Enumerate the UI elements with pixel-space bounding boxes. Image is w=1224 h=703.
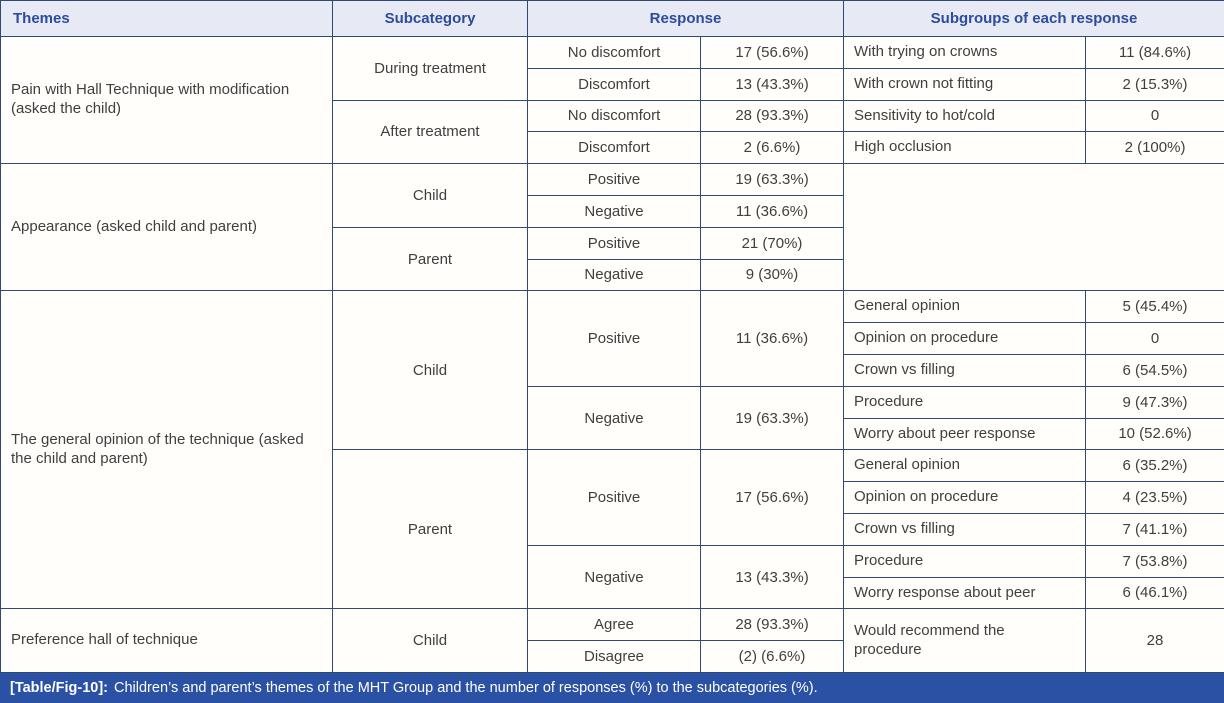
table-row: Pain with Hall Technique with modificati…	[0, 35, 1224, 165]
subgroup-value-cell: 7 (41.1%)	[1085, 512, 1224, 546]
response-label-cell: Negative	[527, 385, 701, 451]
table-row: Opinion on procedure 0	[1, 322, 1224, 355]
response-label-cell: Disagree	[527, 640, 701, 673]
subcategory-cell: Child	[332, 163, 528, 228]
response-label-cell: Positive	[527, 290, 701, 387]
subcategory-cell: After treatment	[332, 99, 528, 165]
response-value-cell: 21 (70%)	[699, 226, 845, 260]
subgroup-label-cell: General opinion	[843, 290, 1087, 324]
subcategory-cell: Parent	[332, 449, 528, 610]
table-row: Disagree (2) (6.6%)	[1, 640, 1224, 673]
response-value-cell: 11 (36.6%)	[699, 194, 845, 228]
caption-text: Children’s and parent’s themes of the MH…	[114, 679, 818, 696]
response-label-cell: Negative	[527, 544, 701, 610]
subgroup-label-cell: Opinion on procedure	[843, 481, 1087, 514]
response-label-cell: No discomfort	[527, 99, 701, 133]
theme-cell: Pain with Hall Technique with modificati…	[0, 35, 333, 165]
response-value-cell: 2 (6.6%)	[699, 131, 845, 165]
table-row: The general opinion of the technique (as…	[0, 290, 1224, 610]
subgroup-value-cell: 6 (35.2%)	[1085, 449, 1224, 483]
subgroup-value-cell: 0	[1085, 322, 1224, 355]
response-value-cell: 17 (56.6%)	[699, 449, 845, 546]
subcategory-cell: Child	[332, 608, 528, 673]
subcategory-cell: Parent	[332, 226, 528, 292]
response-value-cell: 13 (43.3%)	[699, 544, 845, 610]
response-value-cell: 19 (63.3%)	[699, 163, 845, 196]
subgroup-value-cell: 7 (53.8%)	[1085, 544, 1224, 578]
subgroup-value-cell: 6 (46.1%)	[1085, 576, 1224, 610]
response-value-cell: 28 (93.3%)	[699, 99, 845, 133]
subgroup-label-cell: Procedure	[843, 544, 1087, 578]
table-row: Crown vs filling 6 (54.5%)	[1, 353, 1224, 387]
subgroup-label-cell: With trying on crowns	[843, 36, 1087, 69]
column-header-response: Response	[526, 0, 845, 37]
response-label-cell: Positive	[527, 163, 701, 196]
table-row: Preference hall of technique Child Agree…	[0, 608, 1224, 673]
subgroup-value-cell: 5 (45.4%)	[1085, 290, 1224, 324]
subgroup-value-cell: 0	[1085, 99, 1224, 133]
column-header-themes: Themes	[0, 0, 333, 37]
table-header-row: Themes Subcategory Response Subgroups of…	[0, 0, 1224, 37]
table-row: Worry response about peer 6 (46.1%)	[1, 576, 1224, 610]
subgroup-label-cell: Crown vs filling	[843, 512, 1087, 546]
response-value-cell: 17 (56.6%)	[699, 36, 845, 69]
response-label-cell: Positive	[527, 449, 701, 546]
table-row: Negative 9 (30%)	[1, 258, 1224, 292]
subcategory-cell: Child	[332, 290, 528, 451]
subgroup-label-cell: General opinion	[843, 449, 1087, 483]
response-value-cell: 11 (36.6%)	[699, 290, 845, 387]
subgroup-label-cell: Procedure	[843, 385, 1087, 419]
theme-cell: The general opinion of the technique (as…	[0, 290, 333, 610]
subgroup-label-cell: High occlusion	[843, 131, 1087, 165]
subgroup-label-cell: Opinion on procedure	[843, 322, 1087, 355]
subgroup-value-cell: 11 (84.6%)	[1085, 36, 1224, 69]
caption-label: [Table/Fig-10]:	[10, 679, 109, 696]
table-caption: [Table/Fig-10]: Children’s and parent’s …	[0, 672, 1224, 703]
subgroup-value-cell: 6 (54.5%)	[1085, 353, 1224, 387]
table-row: Opinion on procedure 4 (23.5%)	[1, 481, 1224, 514]
response-label-cell: No discomfort	[527, 36, 701, 69]
subgroup-value-cell: 2 (15.3%)	[1085, 67, 1224, 101]
subgroup-value-cell: 10 (52.6%)	[1085, 417, 1224, 451]
subcategory-cell: During treatment	[332, 36, 528, 101]
response-label-cell: Negative	[527, 194, 701, 228]
table-row: Discomfort 13 (43.3%) With crown not fit…	[1, 67, 1224, 101]
subgroup-value-cell: 28	[1085, 608, 1224, 673]
table-row: Negative 13 (43.3%) Procedure 7 (53.8%)	[1, 544, 1224, 610]
response-label-cell: Discomfort	[527, 131, 701, 165]
theme-cell: Preference hall of technique	[0, 608, 333, 673]
subgroup-value-cell: 9 (47.3%)	[1085, 385, 1224, 419]
response-label-cell: Negative	[527, 258, 701, 292]
subgroup-label-cell: Worry about peer response	[843, 417, 1087, 451]
response-value-cell: 13 (43.3%)	[699, 67, 845, 101]
subgroup-label-cell: Would recommend the procedure	[843, 608, 1087, 673]
theme-cell: Appearance (asked child and parent)	[0, 163, 333, 292]
response-value-cell: 19 (63.3%)	[699, 385, 845, 451]
subgroup-value-cell: 2 (100%)	[1085, 131, 1224, 165]
response-value-cell: (2) (6.6%)	[699, 640, 845, 673]
themes-table: Themes Subcategory Response Subgroups of…	[0, 0, 1224, 673]
table-row: After treatment No discomfort 28 (93.3%)…	[1, 99, 1224, 165]
table-row: Crown vs filling 7 (41.1%)	[1, 512, 1224, 546]
subgroup-empty-cell	[843, 163, 1224, 292]
column-header-subgroups: Subgroups of each response	[843, 0, 1224, 37]
column-header-subcategory: Subcategory	[332, 0, 528, 37]
subgroup-label-cell: Worry response about peer	[843, 576, 1087, 610]
subgroup-label-cell: Sensitivity to hot/cold	[843, 99, 1087, 133]
table-row: Appearance (asked child and parent) Chil…	[0, 163, 1224, 292]
response-label-cell: Discomfort	[527, 67, 701, 101]
subgroup-label-cell: Crown vs filling	[843, 353, 1087, 387]
subgroup-value-cell: 4 (23.5%)	[1085, 481, 1224, 514]
response-label-cell: Agree	[527, 608, 701, 642]
response-value-cell: 28 (93.3%)	[699, 608, 845, 642]
table-row: Parent Positive 17 (56.6%) General opini…	[1, 449, 1224, 610]
table-row: Parent Positive 21 (70%)	[1, 226, 1224, 292]
table-row: Negative 19 (63.3%) Procedure 9 (47.3%)	[1, 385, 1224, 451]
subgroup-label-cell: With crown not fitting	[843, 67, 1087, 101]
response-label-cell: Positive	[527, 226, 701, 260]
response-value-cell: 9 (30%)	[699, 258, 845, 292]
